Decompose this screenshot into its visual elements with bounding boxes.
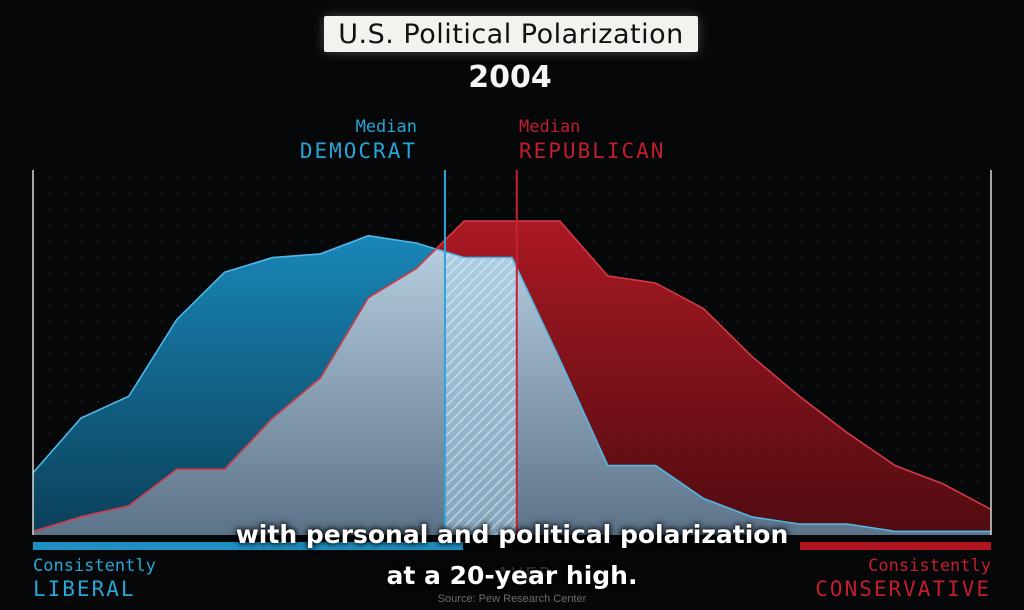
plot-area: [32, 170, 992, 535]
liberal-label: Consistently LIBERAL: [33, 556, 156, 601]
median-gap-hatch: [444, 235, 517, 535]
conservative-label: Consistently CONSERVATIVE: [780, 556, 991, 601]
conservative-label-big: CONSERVATIVE: [815, 576, 991, 601]
liberal-label-small: Consistently: [33, 556, 156, 576]
caption-line-1: with personal and political polarization: [235, 520, 789, 549]
liberal-bar: [33, 542, 463, 550]
partial-center-label: AYER: [496, 563, 554, 587]
hatch-clip-group: [444, 235, 517, 535]
republican-line: [32, 220, 992, 533]
conservative-bar: [800, 542, 991, 550]
democrat-line: [32, 234, 991, 533]
chart-title: U.S. Political Polarization: [324, 16, 698, 52]
median-republican-big: REPUBLICAN: [519, 139, 666, 163]
median-democrat-big: DEMOCRAT: [299, 139, 417, 163]
caption-line-2: at a 20-year high.: [386, 561, 638, 590]
source-note: Source: Pew Research Center: [437, 593, 587, 605]
liberal-label-big: LIBERAL: [33, 576, 136, 601]
median-republican-small: Median: [519, 117, 581, 137]
year-label: 2004: [468, 60, 552, 95]
median-republican-label: Median REPUBLICAN: [519, 119, 739, 162]
median-democrat-label: Median DEMOCRAT: [230, 119, 417, 162]
conservative-label-small: Consistently: [868, 556, 991, 576]
median-democrat-small: Median: [355, 117, 417, 137]
